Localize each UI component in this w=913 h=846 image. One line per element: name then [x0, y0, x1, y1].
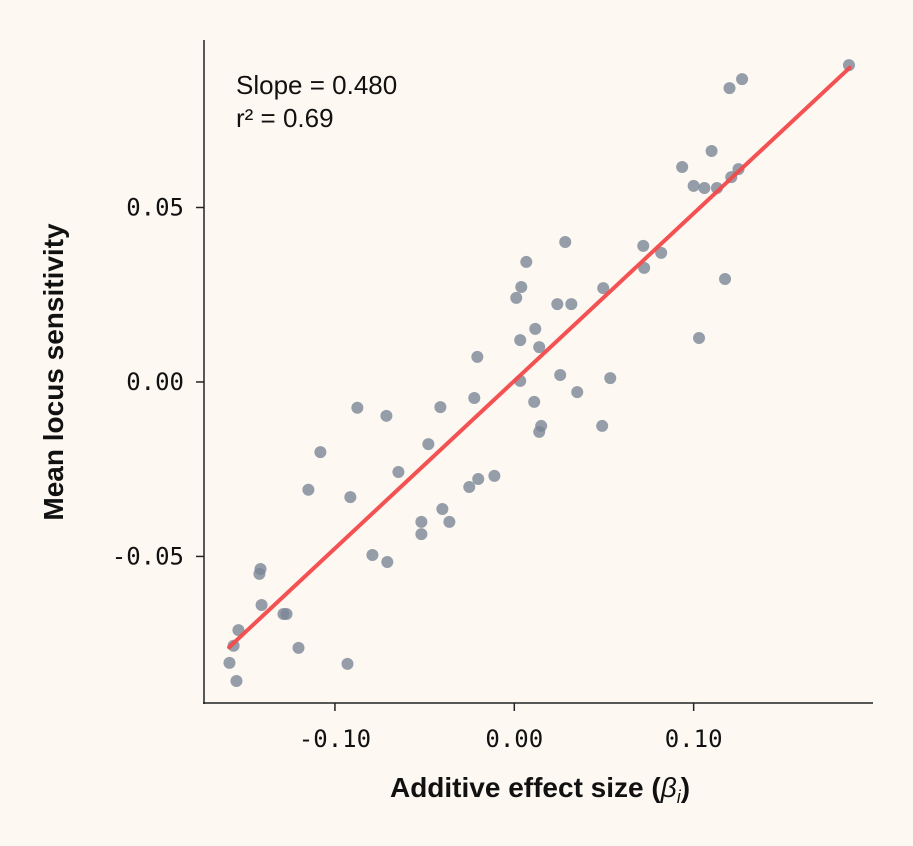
- x-axis-label: Additive effect size (βi): [390, 772, 690, 807]
- data-point: [596, 419, 609, 432]
- data-point: [422, 438, 435, 451]
- data-point: [351, 401, 364, 414]
- y-tick-label: 0.05: [126, 193, 184, 221]
- data-point: [230, 675, 243, 688]
- data-point: [687, 179, 700, 192]
- data-point: [705, 144, 718, 157]
- data-point: [472, 472, 485, 485]
- y-ticks: -0.05 0.00 0.05: [112, 193, 204, 570]
- data-point: [604, 372, 617, 385]
- data-point: [292, 641, 305, 654]
- data-point: [597, 282, 610, 295]
- data-point: [302, 483, 315, 496]
- data-point: [842, 59, 855, 72]
- data-point: [436, 502, 449, 515]
- data-point: [514, 334, 527, 347]
- x-tick-label: 0.10: [665, 725, 723, 753]
- data-point: [380, 409, 393, 422]
- data-point: [551, 298, 564, 311]
- data-point: [559, 236, 572, 249]
- data-point: [366, 549, 379, 562]
- data-point: [510, 291, 523, 304]
- data-point: [255, 598, 268, 611]
- data-point: [468, 392, 481, 405]
- data-point: [736, 73, 749, 86]
- data-point: [344, 491, 357, 504]
- slope-annotation: Slope = 0.480: [236, 70, 397, 100]
- fit-line: [227, 65, 852, 650]
- y-tick-label: -0.05: [112, 542, 184, 570]
- y-tick-label: 0.00: [126, 368, 184, 396]
- data-point: [253, 567, 266, 580]
- data-point: [488, 469, 501, 482]
- x-axis-label-close: ): [681, 772, 690, 803]
- r2-annotation: r² = 0.69: [236, 103, 334, 133]
- data-point: [314, 446, 327, 459]
- data-point: [676, 161, 689, 174]
- data-point: [392, 465, 405, 478]
- x-axis-label-sub: i: [677, 787, 682, 807]
- x-axis-label-symbol: β: [660, 772, 677, 803]
- data-point: [471, 350, 484, 363]
- data-point: [415, 528, 428, 541]
- data-point: [520, 255, 533, 268]
- data-point: [223, 656, 236, 669]
- data-point: [565, 298, 578, 311]
- data-point: [698, 181, 711, 194]
- data-point: [533, 341, 546, 354]
- x-axis-label-text: Additive effect size (: [390, 772, 661, 803]
- data-point: [341, 657, 354, 670]
- x-tick-label: -0.10: [299, 725, 371, 753]
- data-point: [655, 246, 668, 259]
- data-point: [443, 515, 456, 528]
- data-point: [533, 425, 546, 438]
- x-tick-label: 0.00: [485, 725, 543, 753]
- data-point: [554, 368, 567, 381]
- data-point: [434, 401, 447, 414]
- data-point: [529, 322, 542, 335]
- data-point: [719, 273, 732, 286]
- data-point: [463, 481, 476, 494]
- data-point: [723, 82, 736, 95]
- data-point: [515, 281, 528, 294]
- data-point: [693, 332, 706, 345]
- data-point: [571, 386, 584, 399]
- data-point: [381, 556, 394, 569]
- data-point: [280, 608, 293, 621]
- x-ticks: -0.10 0.00 0.10: [299, 703, 723, 753]
- y-axis-label: Mean locus sensitivity: [38, 223, 69, 521]
- data-point: [415, 515, 428, 528]
- data-point: [528, 395, 541, 408]
- data-point: [637, 239, 650, 252]
